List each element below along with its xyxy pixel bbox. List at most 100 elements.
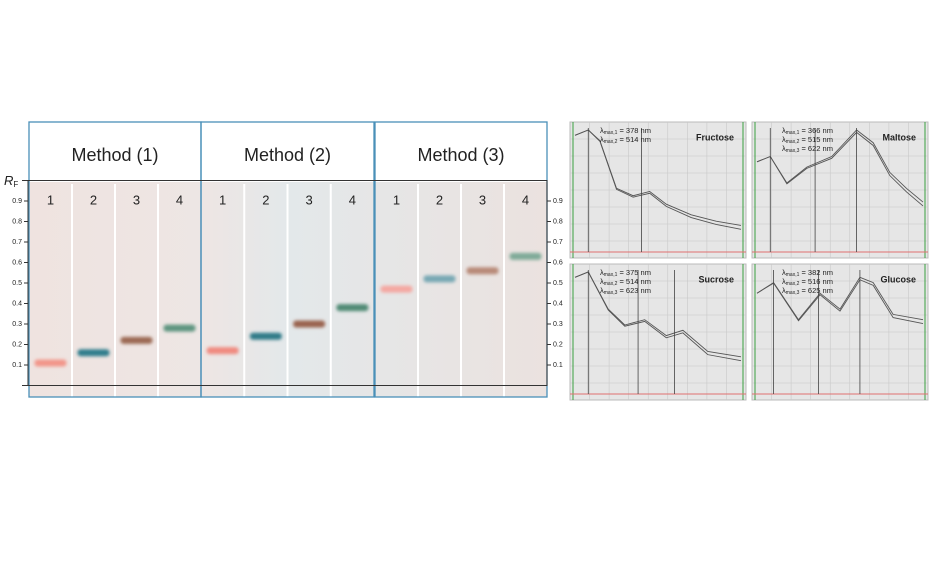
y-tick-label: 0.7 <box>12 239 22 246</box>
y-tick-label: 0.1 <box>553 362 563 369</box>
y-tick-label: 0.4 <box>553 300 563 307</box>
y-tick-label: 0.6 <box>553 259 563 266</box>
lambda-label: λmax,1 = 375 nm <box>600 268 651 278</box>
lambda-sub: max,2 <box>786 281 800 287</box>
lane-label: 4 <box>176 192 183 207</box>
spectrum-curve <box>756 131 924 207</box>
lambda-text: = 375 nm <box>617 268 651 277</box>
band <box>206 347 239 355</box>
lambda-text: = 366 nm <box>799 126 833 135</box>
band <box>423 275 456 283</box>
lambda-text: = 622 nm <box>799 144 833 153</box>
lane-label: 3 <box>479 192 486 207</box>
spectrum-name: Fructose <box>696 132 734 142</box>
lambda-label: λmax,1 = 382 nm <box>782 268 833 278</box>
lambda-sub: max,1 <box>786 272 800 278</box>
lambda-text: = 625 nm <box>799 286 833 295</box>
axis-label-sub: F <box>13 180 18 189</box>
lambda-label: λmax,2 = 516 nm <box>782 277 833 287</box>
lambda-symbol: λ <box>600 268 604 277</box>
lambda-sub: max,3 <box>786 290 800 296</box>
lambda-sub: max,2 <box>604 281 618 287</box>
band <box>466 267 499 275</box>
band <box>77 349 110 357</box>
lambda-label: λmax,2 = 515 nm <box>782 135 833 145</box>
lambda-symbol: λ <box>782 144 786 153</box>
lambda-symbol: λ <box>782 286 786 295</box>
spectrum-name: Sucrose <box>698 274 734 284</box>
y-tick-label: 0.2 <box>12 341 22 348</box>
lambda-symbol: λ <box>600 135 604 144</box>
lambda-text: = 515 nm <box>799 135 833 144</box>
lambda-sub: max,1 <box>786 130 800 136</box>
lambda-label: λmax,3 = 625 nm <box>782 286 833 296</box>
lane-label: 3 <box>306 192 313 207</box>
band <box>120 336 153 344</box>
y-tick-label: 0.5 <box>553 280 563 287</box>
band <box>249 332 282 340</box>
band <box>509 252 542 260</box>
band <box>336 304 369 312</box>
lambda-symbol: λ <box>782 135 786 144</box>
band <box>380 285 413 293</box>
spectrum-name: Maltose <box>882 132 916 142</box>
lambda-symbol: λ <box>782 126 786 135</box>
lambda-text: = 378 nm <box>617 126 651 135</box>
lambda-text: = 623 nm <box>617 286 651 295</box>
lane-label: 1 <box>219 192 226 207</box>
y-tick-label: 0.3 <box>12 321 22 328</box>
lane-label: 2 <box>262 192 269 207</box>
band <box>293 320 326 328</box>
lambda-sub: max,1 <box>604 272 618 278</box>
lambda-symbol: λ <box>782 268 786 277</box>
y-tick-label: 0.3 <box>553 321 563 328</box>
method-title: Method (1) <box>71 145 158 165</box>
lane-label: 3 <box>133 192 140 207</box>
method-box <box>200 121 375 398</box>
y-tick-label: 0.8 <box>553 218 563 225</box>
spectrum-name: Glucose <box>880 274 916 284</box>
lambda-sub: max,1 <box>604 130 618 136</box>
lane-label: 2 <box>90 192 97 207</box>
spectrum-curve <box>756 279 924 325</box>
lambda-label: λmax,3 = 622 nm <box>782 144 833 154</box>
lambda-text: = 516 nm <box>799 277 833 286</box>
y-tick-label: 0.4 <box>12 300 22 307</box>
lane-label: 2 <box>436 192 443 207</box>
band <box>34 359 67 367</box>
lambda-label: λmax,1 = 366 nm <box>782 126 833 136</box>
lambda-label: λmax,2 = 514 nm <box>600 135 651 145</box>
lambda-symbol: λ <box>600 277 604 286</box>
y-tick-label: 0.9 <box>553 198 563 205</box>
lambda-label: λmax,3 = 623 nm <box>600 286 651 296</box>
lambda-sub: max,2 <box>604 139 618 145</box>
band <box>163 324 196 332</box>
y-tick-label: 0.8 <box>12 218 22 225</box>
y-tick-label: 0.6 <box>12 259 22 266</box>
lambda-symbol: λ <box>600 126 604 135</box>
lambda-symbol: λ <box>600 286 604 295</box>
lambda-sub: max,3 <box>786 148 800 154</box>
y-tick-label: 0.1 <box>12 362 22 369</box>
lambda-label: λmax,1 = 378 nm <box>600 126 651 136</box>
axis-label-main: R <box>4 173 13 188</box>
lane-label: 4 <box>522 192 529 207</box>
axis-label: RF <box>4 173 18 189</box>
y-tick-label: 0.2 <box>553 341 563 348</box>
method-title: Method (2) <box>244 145 331 165</box>
lane-label: 1 <box>393 192 400 207</box>
lambda-symbol: λ <box>782 277 786 286</box>
lambda-text: = 382 nm <box>799 268 833 277</box>
method-title: Method (3) <box>417 145 504 165</box>
spectrum-curve <box>574 271 742 362</box>
lambda-label: λmax,2 = 514 nm <box>600 277 651 287</box>
lambda-sub: max,2 <box>786 139 800 145</box>
y-tick-label: 0.7 <box>553 239 563 246</box>
lambda-text: = 514 nm <box>617 135 651 144</box>
y-tick-label: 0.9 <box>12 198 22 205</box>
